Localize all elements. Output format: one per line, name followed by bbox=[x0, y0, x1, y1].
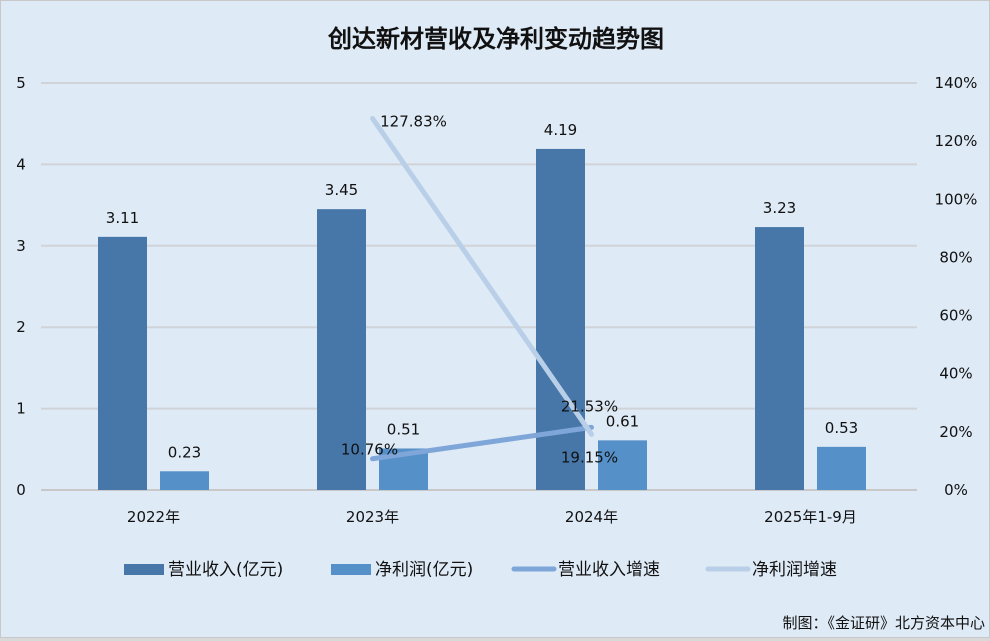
line-data-label: 10.76% bbox=[341, 441, 398, 459]
bar bbox=[598, 440, 647, 490]
legend-label: 营业收入(亿元) bbox=[168, 560, 283, 580]
bar bbox=[160, 471, 209, 490]
bar-data-label: 0.23 bbox=[168, 443, 201, 461]
bar-data-label: 0.51 bbox=[387, 420, 420, 438]
x-tick-label: 2023年 bbox=[346, 508, 399, 526]
y2-tick-label: 80% bbox=[939, 248, 972, 266]
bar-data-label: 4.19 bbox=[544, 121, 577, 139]
y2-tick-label: 40% bbox=[939, 365, 972, 383]
legend-label: 净利润增速 bbox=[752, 560, 837, 580]
x-tick-label: 2022年 bbox=[127, 508, 180, 526]
bar-data-label: 3.45 bbox=[325, 181, 358, 199]
legend-swatch bbox=[124, 564, 164, 575]
line-data-label: 127.83% bbox=[380, 112, 447, 130]
x-tick-label: 2025年1-9月 bbox=[764, 508, 857, 526]
bar bbox=[98, 236, 147, 490]
y-tick-label: 1 bbox=[16, 400, 26, 418]
bar bbox=[317, 209, 366, 491]
line-series bbox=[370, 424, 594, 462]
legend-label: 净利润(亿元) bbox=[375, 560, 473, 580]
legend-label: 营业收入增速 bbox=[558, 560, 660, 580]
y-tick-label: 5 bbox=[16, 74, 26, 92]
y2-tick-label: 20% bbox=[939, 423, 972, 441]
line-series bbox=[370, 115, 594, 437]
y-tick-label: 4 bbox=[16, 155, 26, 173]
bar-data-label: 3.11 bbox=[106, 209, 139, 227]
y-tick-label: 0 bbox=[16, 481, 26, 499]
x-tick-label: 2024年 bbox=[565, 508, 618, 526]
bar-data-label: 0.53 bbox=[825, 419, 858, 437]
bar bbox=[536, 148, 585, 490]
y2-tick-label: 140% bbox=[935, 74, 978, 92]
source-note: 制图：《金证研》北方资本中心 bbox=[782, 614, 985, 632]
y2-tick-label: 100% bbox=[935, 190, 978, 208]
y2-tick-label: 120% bbox=[935, 132, 978, 150]
bar-data-label: 0.61 bbox=[606, 412, 639, 430]
y2-tick-label: 0% bbox=[944, 481, 968, 499]
y-tick-label: 2 bbox=[16, 318, 26, 336]
line-data-label: 19.15% bbox=[561, 448, 618, 466]
bar bbox=[755, 227, 804, 490]
bar-data-label: 3.23 bbox=[763, 199, 796, 217]
y-tick-label: 3 bbox=[16, 237, 26, 255]
line-data-label: 21.53% bbox=[561, 397, 618, 415]
y2-tick-label: 60% bbox=[939, 307, 972, 325]
legend-swatch bbox=[331, 564, 371, 575]
chart-title: 创达新材营收及净利变动趋势图 bbox=[327, 25, 664, 53]
bar bbox=[817, 446, 866, 490]
